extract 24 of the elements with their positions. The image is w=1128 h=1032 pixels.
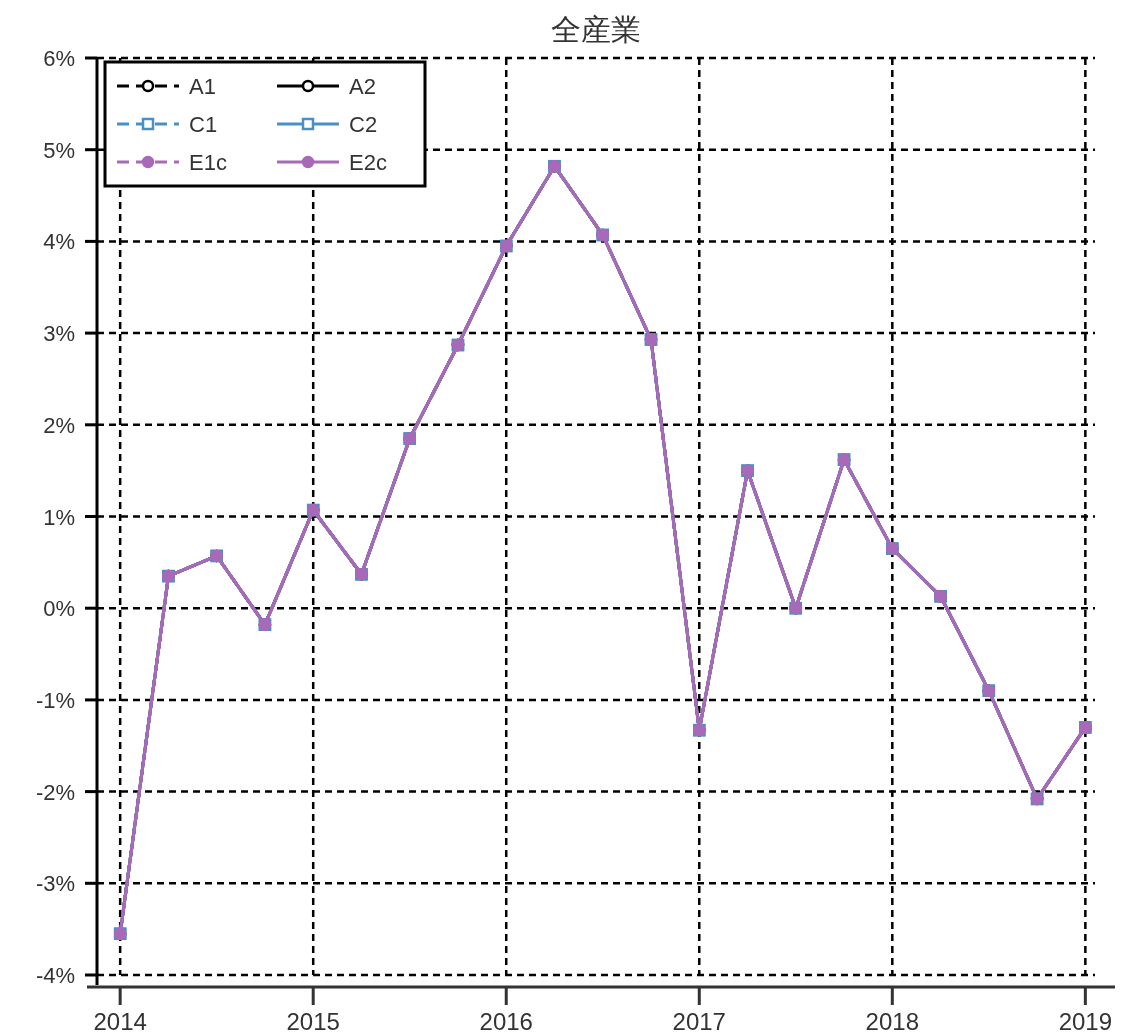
y-tick-label: 0% (43, 596, 75, 622)
legend-label: E1c (189, 150, 227, 175)
legend-label: E2c (349, 150, 387, 175)
x-tick-label: 2019 (1058, 1008, 1113, 1032)
y-tick-label: -3% (35, 871, 75, 897)
y-tick-label: 1% (43, 504, 75, 530)
chart-title: 全産業 (551, 13, 641, 46)
legend-label: A2 (349, 74, 376, 99)
legend-label: C1 (189, 112, 218, 137)
x-tick-label: 2014 (93, 1008, 147, 1032)
y-tick-label: 6% (43, 46, 75, 71)
y-tick-label: -1% (35, 687, 75, 713)
y-tick-label: 4% (43, 229, 75, 255)
x-tick-label: 2018 (865, 1008, 920, 1032)
y-tick-label: -2% (35, 779, 75, 805)
legend-label: A1 (189, 74, 216, 99)
y-tick-label: 3% (43, 321, 75, 347)
y-tick-label: -4% (35, 963, 75, 988)
x-tick-label: 2017 (672, 1008, 726, 1032)
x-tick-label: 2015 (286, 1008, 340, 1032)
legend-label: C2 (349, 112, 378, 137)
y-tick-label: 2% (43, 412, 75, 438)
y-tick-label: 5% (43, 137, 75, 163)
x-tick-label: 2016 (479, 1008, 533, 1032)
